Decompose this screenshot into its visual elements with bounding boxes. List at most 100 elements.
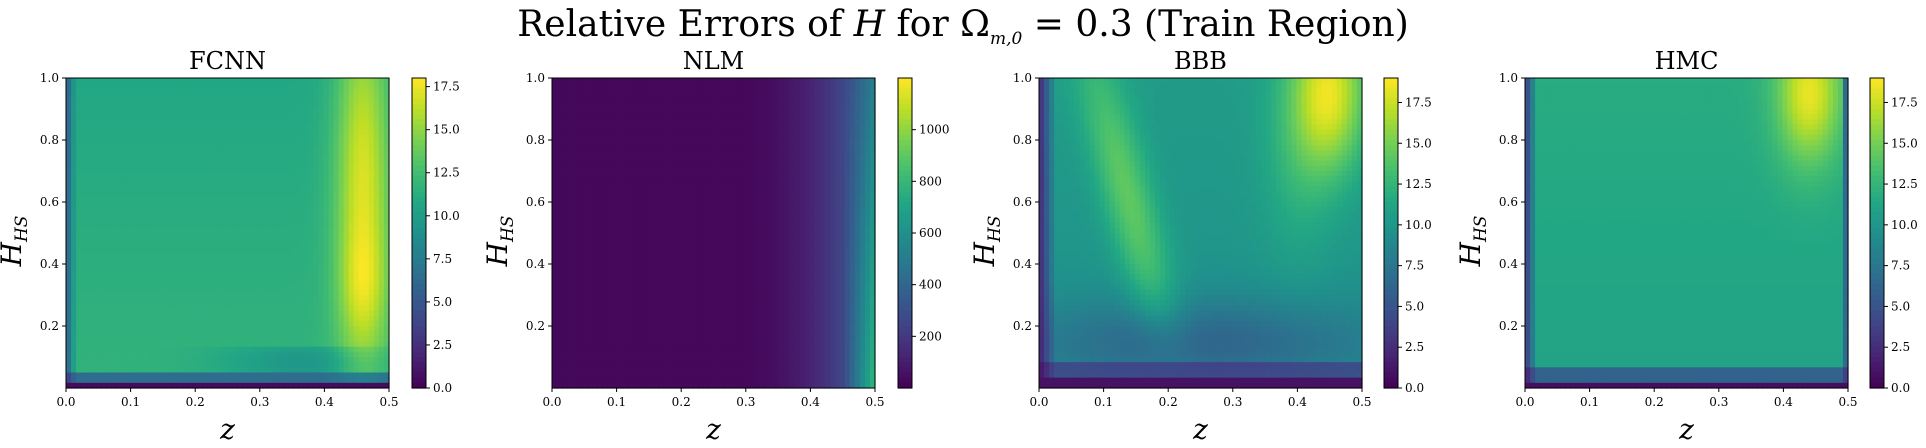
heatmap-cell <box>303 160 309 167</box>
heatmap-cell <box>101 233 107 239</box>
heatmap-cell <box>71 103 77 110</box>
heatmap-cell <box>323 362 330 368</box>
heatmap-cell <box>288 233 294 239</box>
heatmap-cell <box>338 93 345 100</box>
heatmap-cell <box>96 326 102 332</box>
heatmap-cell <box>197 279 203 286</box>
heatmap-cell <box>131 186 138 193</box>
panel-title: FCNN <box>189 47 266 75</box>
heatmap-cell <box>66 145 72 151</box>
heatmap-cell <box>338 171 345 177</box>
heatmap-cell <box>602 372 609 379</box>
heatmap-cell <box>146 124 153 131</box>
heatmap-cell <box>217 165 224 172</box>
heatmap-cell <box>622 279 629 286</box>
heatmap-cell <box>192 233 198 239</box>
heatmap-cell <box>363 377 370 384</box>
heatmap-cell <box>632 176 639 182</box>
heatmap-cell <box>298 284 304 291</box>
heatmap-cell <box>368 181 375 188</box>
heatmap-cell <box>202 253 208 260</box>
heatmap-cell <box>338 310 345 317</box>
heatmap-cell <box>592 310 599 317</box>
heatmap-cell <box>161 155 168 162</box>
heatmap-cell <box>262 191 269 198</box>
heatmap-cell <box>242 181 249 188</box>
heatmap-cell <box>363 181 370 188</box>
heatmap-cell <box>131 310 138 317</box>
heatmap-cell <box>161 202 168 208</box>
heatmap-cell <box>222 93 229 100</box>
heatmap-cell <box>303 129 309 136</box>
heatmap-cell <box>202 181 208 188</box>
heatmap-cell <box>192 300 198 306</box>
heatmap-cell <box>237 346 244 353</box>
heatmap-cell <box>171 320 178 327</box>
heatmap-cell <box>587 114 593 120</box>
heatmap-cell <box>101 310 107 317</box>
heatmap-cell <box>358 181 365 188</box>
heatmap-cell <box>262 346 269 353</box>
heatmap-cell <box>582 181 588 188</box>
heatmap-cell <box>318 382 324 389</box>
heatmap-cell <box>363 346 370 353</box>
heatmap-cell <box>161 326 168 332</box>
heatmap-cell <box>71 315 77 322</box>
heatmap-cell <box>217 248 224 255</box>
heatmap-cell <box>86 331 92 337</box>
heatmap-cell <box>587 119 593 126</box>
heatmap-cell <box>212 114 219 120</box>
heatmap-cell <box>257 367 264 374</box>
heatmap-cell <box>222 98 229 105</box>
heatmap-cell <box>567 103 573 110</box>
heatmap-cell <box>363 165 370 172</box>
heatmap-cell <box>151 315 158 322</box>
heatmap-cell <box>587 326 593 332</box>
heatmap-cell <box>363 243 370 250</box>
heatmap-cell <box>572 351 578 358</box>
heatmap-cell <box>368 88 375 95</box>
heatmap-cell <box>343 300 350 306</box>
heatmap-cell <box>557 165 563 172</box>
heatmap-cell <box>71 196 77 203</box>
heatmap-cell <box>328 305 335 312</box>
heatmap-cell <box>597 295 604 301</box>
heatmap-cell <box>323 367 330 374</box>
heatmap-cell <box>288 186 294 193</box>
heatmap-cell <box>562 109 568 115</box>
heatmap-cell <box>262 253 269 260</box>
heatmap-cell <box>217 119 224 126</box>
heatmap-cell <box>96 140 102 146</box>
heatmap-cell <box>262 196 269 203</box>
heatmap-cell <box>217 305 224 312</box>
heatmap-cell <box>156 155 163 162</box>
heatmap-cell <box>562 160 568 167</box>
heatmap-cell <box>222 207 229 213</box>
heatmap-cell <box>232 238 239 244</box>
heatmap-cell <box>207 109 213 115</box>
heatmap-cell <box>612 114 619 120</box>
heatmap-cell <box>562 264 568 270</box>
heatmap-cell <box>222 362 229 368</box>
heatmap-cell <box>126 207 133 213</box>
heatmap-cell <box>207 196 213 203</box>
heatmap-cell <box>156 279 163 286</box>
heatmap-cell <box>171 207 178 213</box>
heatmap-cell <box>262 171 269 177</box>
heatmap-cell <box>572 279 578 286</box>
heatmap-cell <box>212 274 219 281</box>
heatmap-cell <box>166 336 173 343</box>
heatmap-cell <box>328 362 335 368</box>
heatmap-cell <box>607 217 614 224</box>
heatmap-cell <box>71 145 77 151</box>
heatmap-cell <box>151 336 158 343</box>
heatmap-cell <box>572 269 578 275</box>
heatmap-cell <box>353 248 360 255</box>
heatmap-cell <box>308 233 314 239</box>
heatmap-cell <box>141 326 148 332</box>
heatmap-cell <box>131 367 138 374</box>
heatmap-cell <box>617 191 624 198</box>
heatmap-cell <box>298 207 304 213</box>
heatmap-cell <box>212 382 219 389</box>
heatmap-cell <box>622 103 629 110</box>
